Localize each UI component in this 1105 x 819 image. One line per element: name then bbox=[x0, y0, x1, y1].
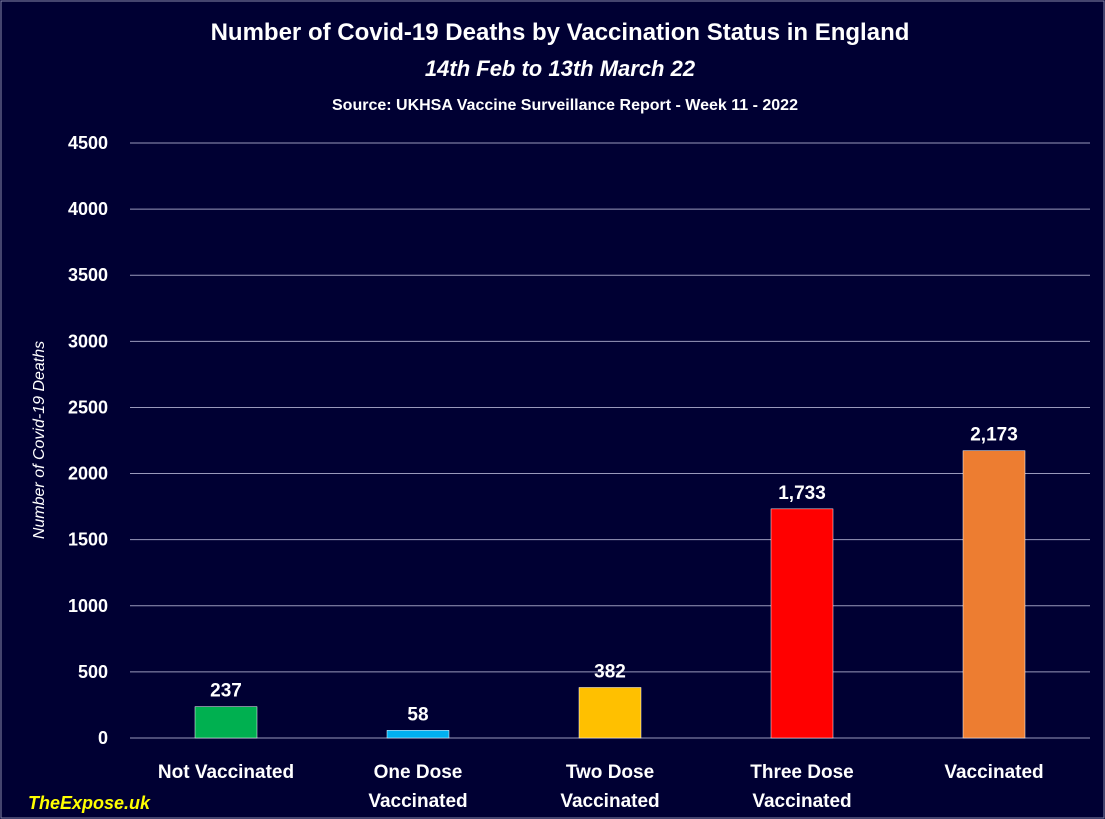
y-tick-label: 3000 bbox=[68, 331, 108, 351]
x-tick-label: Two Dose Vaccinated bbox=[560, 762, 660, 812]
y-axis-label: Number of Covid-19 Deaths bbox=[31, 341, 48, 539]
y-tick-label: 500 bbox=[78, 662, 108, 682]
y-tick-label: 2000 bbox=[68, 464, 108, 484]
x-tick-label: One Dose Vaccinated bbox=[368, 762, 468, 812]
y-tick-label: 4500 bbox=[68, 133, 108, 153]
x-tick-label: Three Dose Vaccinated bbox=[750, 762, 854, 812]
y-tick-label: 4000 bbox=[68, 199, 108, 219]
chart-subtitle: 14th Feb to 13th March 22 bbox=[425, 56, 696, 81]
data-label: 382 bbox=[594, 661, 626, 682]
x-tick-label: Vaccinated bbox=[944, 762, 1044, 783]
watermark: TheExpose.uk bbox=[28, 793, 151, 813]
bar bbox=[194, 706, 258, 739]
data-label: 1,733 bbox=[778, 483, 826, 504]
data-label: 58 bbox=[407, 704, 428, 725]
y-tick-label: 3500 bbox=[68, 265, 108, 285]
y-tick-label: 2500 bbox=[68, 397, 108, 417]
data-label: 237 bbox=[210, 681, 242, 702]
x-tick-label: Not Vaccinated bbox=[157, 762, 295, 783]
bar bbox=[578, 687, 642, 739]
chart-title: Number of Covid-19 Deaths by Vaccination… bbox=[211, 19, 910, 46]
bar bbox=[386, 730, 450, 739]
y-tick-label: 0 bbox=[98, 728, 108, 748]
bar bbox=[962, 450, 1026, 739]
y-tick-label: 1000 bbox=[68, 596, 108, 616]
bar bbox=[770, 508, 834, 739]
source: Source: UKHSA Vaccine Surveillance Repor… bbox=[332, 97, 798, 114]
y-tick-label: 1500 bbox=[68, 530, 108, 550]
data-label: 2,173 bbox=[970, 425, 1018, 446]
